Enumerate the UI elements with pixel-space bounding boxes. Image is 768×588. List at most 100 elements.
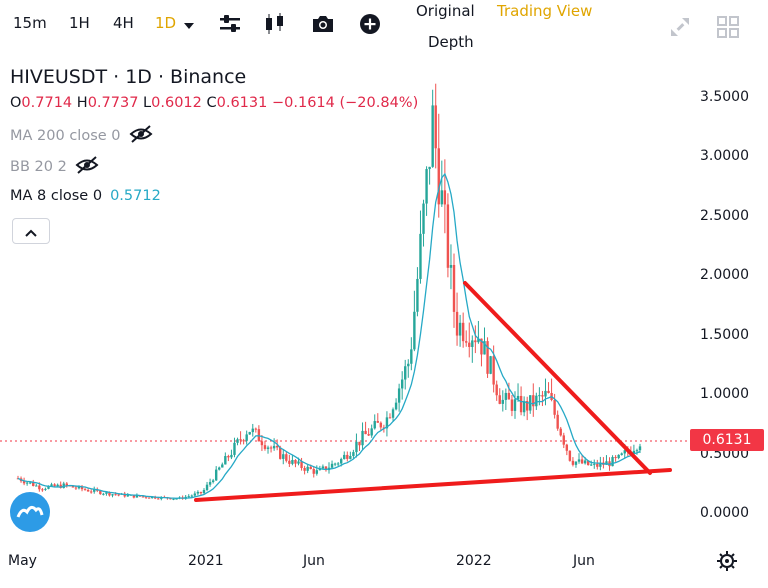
- candle-body: [385, 417, 389, 429]
- camera-icon[interactable]: [310, 11, 336, 37]
- candle-body: [111, 494, 114, 496]
- eye-hidden-icon[interactable]: [129, 125, 153, 147]
- candle-body: [230, 454, 233, 458]
- candle-body: [400, 379, 404, 389]
- low-value: 0.6012: [151, 95, 202, 111]
- candle-body: [446, 204, 450, 268]
- fullscreen-icon[interactable]: [667, 14, 693, 40]
- candle-body: [266, 447, 270, 449]
- candle-body: [434, 105, 437, 149]
- candle-body: [440, 190, 444, 205]
- candle-body: [376, 421, 379, 423]
- candle-body: [114, 494, 117, 496]
- chevron-down-icon[interactable]: [176, 13, 202, 39]
- indicator-settings-icon[interactable]: [217, 11, 243, 37]
- view-depth[interactable]: Depth: [428, 33, 474, 51]
- chart-toolbar: 15m 1H 4H 1D Original Trading View Depth: [0, 0, 768, 56]
- candle-body: [397, 388, 401, 403]
- candle-body: [422, 203, 425, 234]
- candle-body: [89, 491, 93, 493]
- candle-body: [282, 454, 285, 459]
- candle-body: [339, 459, 343, 464]
- candle-body: [501, 399, 504, 404]
- candle-body: [541, 395, 544, 397]
- interval-1h[interactable]: 1H: [69, 14, 90, 32]
- candle-body: [373, 421, 376, 429]
- candle-body: [294, 459, 297, 464]
- candle-body: [599, 462, 602, 467]
- y-tick-label: 1.0000: [700, 386, 749, 402]
- candle-body: [333, 463, 337, 465]
- candle-body: [318, 468, 322, 471]
- x-tick-label: 2021: [188, 553, 224, 569]
- trendline[interactable]: [194, 468, 672, 502]
- candle-body: [425, 169, 428, 204]
- candle-body: [132, 494, 136, 498]
- candle-body: [239, 439, 242, 441]
- interval-15m[interactable]: 15m: [13, 14, 47, 32]
- add-icon[interactable]: [357, 11, 383, 37]
- candle-body: [269, 447, 273, 449]
- indicator-ma8[interactable]: MA 8 close 0 0.5712: [10, 188, 161, 204]
- candle-body: [358, 441, 361, 446]
- trendline[interactable]: [463, 281, 652, 475]
- interval-4h[interactable]: 4H: [113, 14, 134, 32]
- candle-body: [196, 491, 200, 494]
- candle-body: [233, 442, 236, 455]
- candle-body: [407, 363, 410, 367]
- candle-body: [431, 105, 434, 167]
- eye-hidden-icon[interactable]: [75, 156, 99, 178]
- layout-grid-icon[interactable]: [715, 14, 741, 40]
- candle-body: [288, 460, 291, 464]
- gear-icon[interactable]: [716, 550, 738, 576]
- candle-body: [461, 322, 465, 342]
- x-tick-label: May: [8, 553, 37, 569]
- candle-body: [306, 466, 309, 471]
- candle-body: [480, 338, 483, 355]
- candle-body: [477, 338, 480, 343]
- candle-body: [83, 489, 87, 491]
- ohlc-readout: O0.7714 H0.7737 L0.6012 C0.6131 −0.1614 …: [10, 95, 418, 111]
- candle-body: [224, 456, 227, 465]
- chart-type-candles-icon[interactable]: [262, 11, 288, 37]
- candle-body: [25, 482, 29, 484]
- candle-body: [272, 445, 276, 449]
- candle-body: [251, 428, 254, 433]
- view-original[interactable]: Original: [416, 2, 475, 20]
- open-value: 0.7714: [21, 95, 73, 111]
- candle-body: [346, 454, 349, 459]
- candle-body: [144, 496, 148, 498]
- candle-body: [458, 322, 462, 336]
- candle-body: [303, 467, 306, 471]
- candle-body: [59, 484, 62, 488]
- candle-body: [93, 489, 96, 492]
- candle-body: [593, 463, 596, 465]
- candle-body: [117, 494, 120, 496]
- candle-body: [553, 399, 556, 415]
- candle-body: [205, 484, 209, 490]
- candle-body: [504, 392, 508, 400]
- y-tick-label: 2.0000: [700, 267, 749, 283]
- candle-body: [419, 233, 422, 279]
- candle-body: [468, 342, 471, 347]
- x-tick-label: Jun: [303, 553, 325, 569]
- candle-body: [623, 450, 626, 454]
- ma200-label: MA 200 close 0: [10, 128, 121, 144]
- candle-body: [214, 469, 218, 481]
- view-trading-view[interactable]: Trading View: [497, 2, 593, 20]
- candle-body: [617, 454, 620, 459]
- candle-body: [343, 454, 346, 460]
- candle-body: [483, 341, 486, 355]
- candle-body: [513, 399, 517, 411]
- candle-body: [437, 148, 440, 205]
- candle-body: [370, 428, 373, 436]
- y-tick-label: 0.0000: [700, 505, 749, 521]
- candle-body: [41, 489, 44, 491]
- interval-1d[interactable]: 1D: [155, 14, 177, 32]
- indicator-bb[interactable]: BB 20 2: [10, 156, 99, 178]
- collapse-legend-button[interactable]: [12, 218, 50, 244]
- candle-body: [44, 488, 47, 490]
- ma8-value: 0.5712: [110, 188, 161, 204]
- indicator-ma200[interactable]: MA 200 close 0: [10, 125, 153, 147]
